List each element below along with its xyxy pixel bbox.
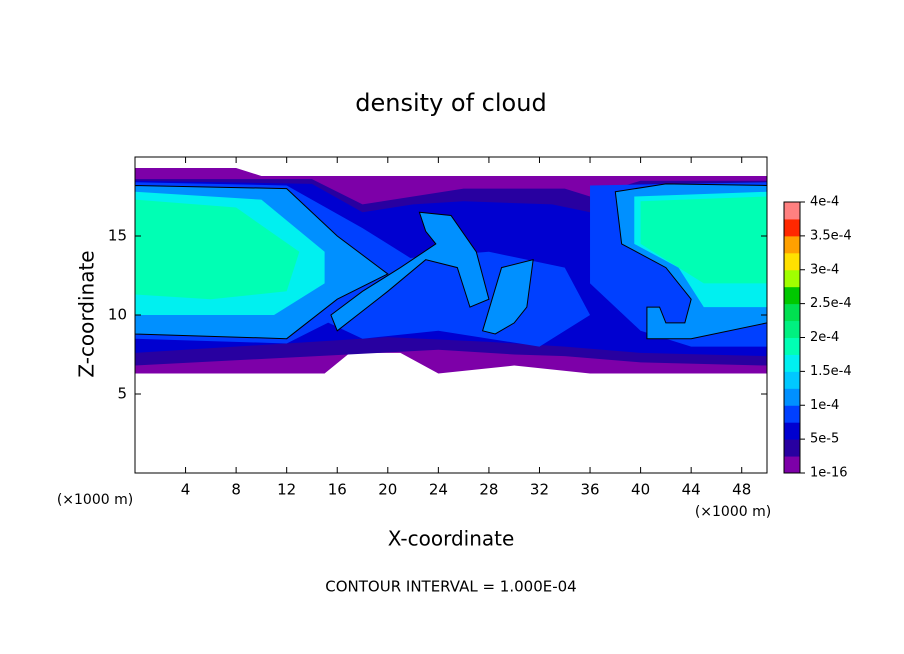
chart-title: density of cloud <box>355 89 546 117</box>
x-axis-label: X-coordinate <box>388 527 515 551</box>
colorbar-label: 1.5e-4 <box>810 364 852 379</box>
colorbar-band <box>784 218 800 237</box>
y-unit: (×1000 m) <box>57 492 133 508</box>
colorbar-band <box>784 388 800 406</box>
colorbar-band <box>784 337 800 355</box>
colorbar-label: 2e-4 <box>810 330 839 345</box>
colorbar-band <box>784 269 800 288</box>
colorbar-label: 4e-4 <box>810 195 839 210</box>
field <box>134 168 768 374</box>
colorbar-label: 3.5e-4 <box>810 228 852 243</box>
x-tick-label: 48 <box>732 481 751 499</box>
contour-region <box>330 211 490 332</box>
colorbar-band <box>784 405 800 423</box>
contour-region <box>135 199 300 300</box>
x-tick-label: 8 <box>231 481 241 499</box>
colorbar-label: 1e-16 <box>810 466 848 481</box>
y-axis-label: Z-coordinate <box>75 250 99 377</box>
colorbar-band <box>784 252 800 271</box>
x-tick-label: 44 <box>682 481 701 499</box>
colorbar-band <box>784 456 800 474</box>
y-tick-label: 5 <box>117 385 127 403</box>
colorbar-label: 1e-4 <box>810 398 839 413</box>
contour-region <box>481 259 534 335</box>
y-tick-label: 15 <box>108 227 127 245</box>
x-tick-label: 24 <box>429 481 448 499</box>
x-unit: (×1000 m) <box>695 504 771 520</box>
annotation: CONTOUR INTERVAL = 1.000E-04 <box>325 578 576 596</box>
x-tick-label: 16 <box>328 481 347 499</box>
contour-region <box>640 196 767 284</box>
colorbar-band <box>784 320 800 338</box>
colorbar-label: 2.5e-4 <box>810 296 852 311</box>
y-tick-label: 10 <box>108 306 127 324</box>
colorbar-band <box>784 303 800 322</box>
x-tick-label: 36 <box>580 481 599 499</box>
x-tick-label: 20 <box>378 481 397 499</box>
colorbar-band <box>784 202 800 220</box>
x-tick-label: 28 <box>479 481 498 499</box>
colorbar-band <box>784 286 800 305</box>
x-tick-label: 12 <box>277 481 296 499</box>
colorbar-band <box>784 439 800 457</box>
colorbar-band <box>784 235 800 254</box>
x-tick-label: 40 <box>631 481 650 499</box>
colorbar-label: 5e-5 <box>810 432 839 447</box>
x-tick-label: 32 <box>530 481 549 499</box>
x-tick-label: 4 <box>181 481 191 499</box>
colorbar-band <box>784 354 800 372</box>
colorbar-band <box>784 371 800 389</box>
colorbar-band <box>784 422 800 440</box>
colorbar-label: 3e-4 <box>810 262 839 277</box>
